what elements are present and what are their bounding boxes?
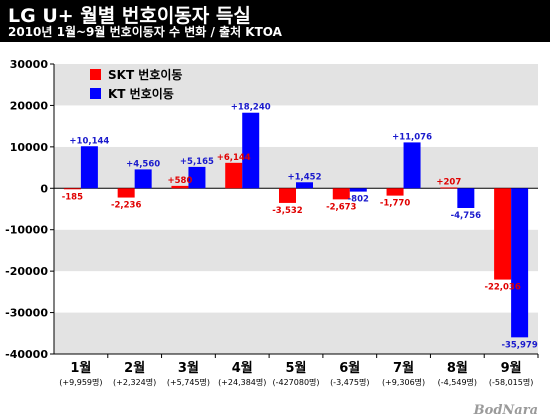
data-label: +4,560	[126, 159, 160, 169]
data-label: +207	[436, 177, 461, 187]
y-tick-label: 10000	[10, 141, 49, 154]
bar-kt	[242, 112, 260, 189]
y-tick-label: -40000	[5, 348, 48, 361]
bar-skt	[225, 162, 243, 189]
legend-swatch	[90, 69, 101, 80]
bar-kt	[80, 146, 98, 189]
data-label: -802	[348, 195, 369, 205]
x-tick-label: 7월	[393, 360, 414, 376]
x-tick-sublabel: (-3,475명)	[330, 377, 369, 387]
x-tick-label: 9월	[501, 360, 522, 376]
bar-chart: 30000 20000 10000 0 -10000 -20000 -30000 -40000…	[5, 58, 539, 387]
y-tick-label: -20000	[5, 265, 48, 278]
bar-skt	[63, 188, 81, 190]
x-tick-sublabel: (-58,015명)	[489, 377, 533, 387]
x-tick-label: 8월	[447, 360, 468, 376]
bar-kt	[457, 188, 475, 208]
x-tick-sublabel: (-4,549명)	[438, 377, 477, 387]
grid-band	[54, 64, 538, 106]
data-label: -3,532	[272, 206, 302, 216]
x-tick-label: 6월	[339, 360, 360, 376]
legend-label: SKT 번호이동	[108, 67, 182, 82]
data-label: -22,036	[484, 283, 520, 293]
bar-skt	[171, 185, 189, 189]
data-label: -35,979	[501, 340, 537, 350]
watermark-logo: BodNara	[473, 403, 538, 418]
x-tick-sublabel: (+24,384명)	[218, 377, 266, 387]
y-tick-label: -10000	[5, 224, 48, 237]
x-tick-label: 1월	[70, 360, 91, 376]
data-label: +1,452	[287, 172, 321, 182]
x-tick-sublabel: (+9,959명)	[59, 377, 102, 387]
bar-skt	[117, 188, 135, 198]
data-label: -2,673	[326, 202, 356, 212]
y-tick-label: -30000	[5, 307, 48, 320]
data-label: +11,076	[392, 132, 432, 142]
bar-kt	[511, 188, 529, 338]
bar-skt	[494, 188, 512, 280]
bar-skt	[332, 188, 350, 200]
x-tick-label: 2월	[124, 360, 145, 376]
y-tick-label: 0	[40, 182, 48, 195]
x-tick-sublabel: (+9,306명)	[382, 377, 425, 387]
x-tick-sublabel: (+2,324명)	[113, 377, 156, 387]
data-label: +18,240	[231, 103, 271, 113]
y-tick-label: 30000	[10, 58, 49, 71]
bar-skt	[279, 188, 296, 203]
x-tick-label: 3월	[178, 360, 199, 376]
grid-band	[54, 312, 538, 354]
grid-band	[54, 105, 538, 147]
data-label: -1,770	[380, 199, 410, 209]
y-tick-label: 20000	[10, 99, 49, 112]
grid-band	[54, 229, 538, 272]
x-tick-label: 5월	[285, 360, 306, 376]
bar-kt	[349, 188, 367, 192]
bar-kt	[134, 169, 152, 189]
x-tick-sublabel: (-427080명)	[272, 377, 319, 387]
data-label: -185	[62, 192, 83, 202]
chart-title: LG U+ 월별 번호이동자 득실	[8, 5, 251, 27]
data-label: +10,144	[69, 136, 109, 146]
x-tick-label: 4월	[232, 360, 253, 376]
data-label: -2,236	[111, 201, 141, 211]
data-label: +5,165	[180, 157, 214, 167]
grid-band	[54, 271, 538, 313]
data-label: -4,756	[451, 211, 481, 221]
bar-kt	[188, 166, 206, 189]
bar-kt	[403, 142, 421, 189]
data-label: +580	[168, 176, 193, 186]
bar-kt	[296, 182, 313, 189]
data-label: +6,144	[217, 153, 251, 163]
legend-label: KT 번호이동	[108, 86, 174, 101]
legend-swatch	[90, 88, 101, 99]
bar-skt	[440, 187, 458, 189]
chart-header: LG U+ 월별 번호이동자 득실 2010년 1월~9월 번호이동자 수 변화…	[0, 0, 550, 42]
x-tick-sublabel: (+5,745명)	[167, 377, 210, 387]
bar-skt	[386, 188, 404, 196]
chart-subtitle: 2010년 1월~9월 번호이동자 수 변화 / 출처 KTOA	[8, 25, 282, 39]
